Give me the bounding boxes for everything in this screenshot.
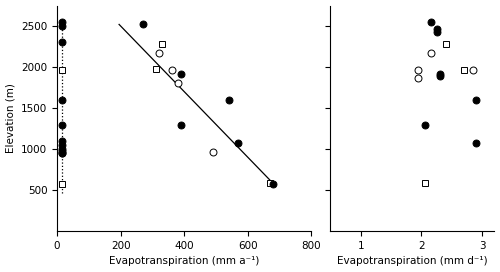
X-axis label: Evapotranspiration (mm d⁻¹): Evapotranspiration (mm d⁻¹) (337, 256, 488, 267)
X-axis label: Evapotranspiration (mm a⁻¹): Evapotranspiration (mm a⁻¹) (109, 256, 260, 267)
Y-axis label: Elevation (m): Elevation (m) (6, 84, 16, 153)
